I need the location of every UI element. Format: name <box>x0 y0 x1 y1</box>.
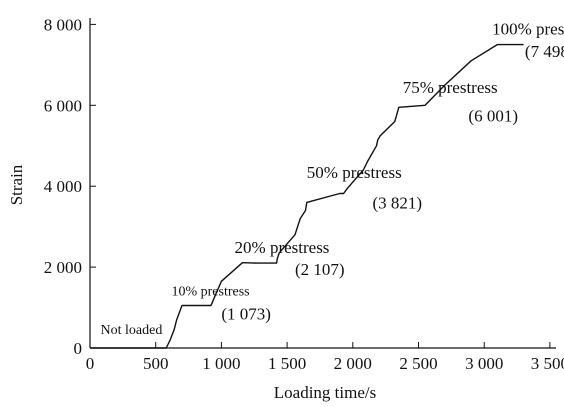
annotation-label: (2 107) <box>295 260 345 279</box>
y-tick-label: 2 000 <box>44 258 82 277</box>
x-tick-label: 2 000 <box>334 354 372 373</box>
annotation-label: 100% prestress <box>492 20 564 39</box>
y-tick-label: 0 <box>74 339 83 358</box>
x-tick-label: 1 000 <box>202 354 240 373</box>
y-tick-label: 6 000 <box>44 96 82 115</box>
strain-series-line <box>90 43 524 349</box>
annotation-label: 20% prestress <box>235 238 330 257</box>
y-axis-ticks: 0 2 000 4 000 6 000 8 000 <box>44 15 96 358</box>
x-tick-label: 3 000 <box>465 354 503 373</box>
annotation-label: 50% prestress <box>307 163 402 182</box>
y-axis-title: Strain <box>7 164 26 205</box>
annotation-label: (3 821) <box>373 193 423 212</box>
y-tick-label: 4 000 <box>44 177 82 196</box>
annotation-label: Not loaded <box>101 323 163 338</box>
annotation-label: (6 001) <box>468 106 518 125</box>
annotation-label: (7 498) <box>525 42 564 61</box>
x-tick-label: 1 500 <box>268 354 306 373</box>
x-tick-label: 500 <box>143 354 169 373</box>
x-tick-label: 2 500 <box>399 354 437 373</box>
x-tick-label: 3 500 <box>531 354 564 373</box>
y-tick-label: 8 000 <box>44 15 82 34</box>
annotation-label: (1 073) <box>221 305 271 324</box>
x-tick-label: 0 <box>86 354 95 373</box>
x-axis-title: Loading time/s <box>274 383 376 402</box>
annotations: Not loaded 10% prestress (1 073) 20% prestr… <box>101 20 564 338</box>
annotation-label: 10% prestress <box>171 284 249 299</box>
axes <box>89 18 556 349</box>
x-axis-ticks: 0 500 1 000 1 500 2 000 2 500 3 000 3 500 <box>86 342 564 373</box>
annotation-label: 75% prestress <box>403 78 498 97</box>
